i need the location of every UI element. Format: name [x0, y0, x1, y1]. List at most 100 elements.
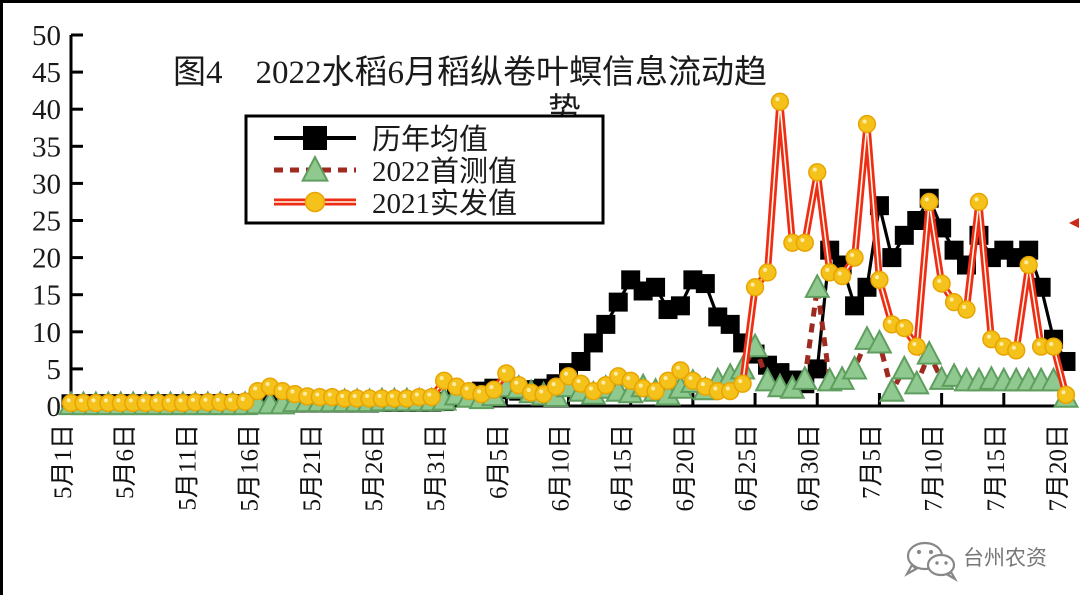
data-point-marker — [1019, 240, 1039, 260]
legend-item[interactable]: 2021实发值 — [274, 187, 517, 220]
legend-item[interactable]: 2022首测值 — [274, 154, 517, 188]
data-point-highlight — [215, 397, 220, 402]
y-tick-label: 20 — [32, 243, 61, 275]
data-point-highlight — [302, 391, 307, 396]
data-point-marker — [808, 163, 827, 182]
data-point-highlight — [663, 376, 668, 381]
data-point-highlight — [166, 398, 171, 403]
data-point-marker — [546, 377, 566, 396]
data-point-highlight — [514, 380, 519, 385]
data-point-marker — [804, 273, 831, 298]
data-point-highlight — [178, 398, 183, 403]
y-tick-label: 35 — [32, 131, 61, 163]
data-point-highlight — [576, 379, 581, 384]
data-point-highlight — [626, 376, 631, 381]
x-tick-label: 5月26日 — [361, 424, 388, 512]
data-point-highlight — [986, 334, 991, 339]
data-point-highlight — [962, 304, 967, 309]
data-point-marker — [870, 270, 889, 290]
data-point-highlight — [141, 398, 146, 403]
data-point-highlight — [837, 271, 842, 276]
data-point-marker — [944, 240, 964, 260]
data-point-highlight — [103, 398, 108, 403]
data-point-marker — [422, 387, 441, 407]
data-point-highlight — [912, 342, 917, 347]
data-point-highlight — [651, 386, 656, 391]
data-point-marker — [894, 225, 914, 245]
x-tick-label: 7月20日 — [1045, 424, 1072, 512]
data-point-marker — [646, 382, 665, 401]
data-point-highlight — [365, 393, 370, 398]
data-point-highlight — [638, 383, 643, 388]
x-tick-label: 7月5日 — [858, 424, 885, 499]
legend-item[interactable]: 历年均值 — [274, 123, 488, 156]
x-tick-label: 6月10日 — [548, 424, 575, 512]
data-point-highlight — [290, 389, 295, 394]
data-point-marker — [795, 233, 814, 252]
data-point-highlight — [887, 319, 892, 324]
data-point-highlight — [526, 388, 531, 393]
chart-canvas: 0 5 10 15 20 25 30 35 40 45 50 5月1日 5月6日 5月11日 5月16日 5… — [3, 3, 1080, 598]
data-point-highlight — [402, 393, 407, 398]
data-point-highlight — [116, 398, 121, 403]
x-tick-label: 7月10日 — [921, 424, 948, 512]
data-point-marker — [235, 392, 255, 411]
data-point-highlight — [377, 393, 382, 398]
right-edge-arrow-icon — [1069, 218, 1079, 228]
data-point-highlight — [1061, 390, 1066, 395]
data-point-marker — [1044, 337, 1063, 356]
data-point-highlight — [414, 392, 419, 397]
y-tick-label: 50 — [32, 20, 61, 52]
legend-marker — [304, 191, 326, 213]
y-tick-label: 25 — [32, 206, 61, 238]
data-point-marker — [932, 274, 951, 293]
data-point-highlight — [489, 385, 494, 390]
data-point-marker — [754, 366, 781, 392]
data-point-highlight — [974, 197, 979, 202]
data-point-marker — [745, 278, 765, 297]
data-point-marker — [857, 114, 877, 134]
data-point-highlight — [1011, 345, 1016, 350]
data-point-marker — [770, 92, 790, 111]
data-point-marker — [671, 361, 690, 380]
data-point-highlight — [613, 371, 618, 376]
data-point-marker — [895, 318, 914, 338]
data-point-highlight — [601, 380, 606, 385]
data-point-highlight — [1024, 260, 1029, 265]
data-point-highlight — [265, 382, 270, 387]
data-point-marker — [571, 351, 591, 371]
data-point-marker — [497, 364, 516, 383]
y-tick-labels: 0 5 10 15 20 25 30 35 40 45 50 — [32, 20, 61, 423]
data-point-highlight — [738, 379, 743, 384]
data-point-marker — [758, 263, 777, 282]
data-point-highlight — [352, 393, 357, 398]
data-point-marker — [969, 192, 989, 212]
data-point-marker — [646, 277, 666, 297]
x-tick-label: 5月21日 — [299, 424, 326, 512]
data-point-highlight — [725, 386, 730, 391]
data-point-highlight — [775, 97, 780, 102]
x-tick-label: 6月5日 — [485, 424, 512, 499]
data-point-highlight — [862, 119, 867, 124]
y-tick-label: 30 — [32, 168, 61, 200]
data-point-highlight — [228, 397, 233, 402]
data-point-highlight — [253, 386, 258, 391]
data-point-highlight — [688, 376, 693, 381]
watermark-text: 台州农资 — [963, 546, 1047, 570]
y-tick-label: 0 — [47, 391, 62, 423]
data-point-marker — [1007, 341, 1026, 360]
y-tick-label: 45 — [32, 57, 61, 89]
watermark: 台州农资 — [904, 541, 1047, 582]
data-point-highlight — [564, 371, 569, 376]
data-point-highlight — [999, 342, 1004, 347]
legend-label: 历年均值 — [372, 123, 488, 156]
data-point-marker — [658, 371, 678, 390]
y-tick-label: 15 — [32, 280, 61, 312]
data-point-highlight — [588, 386, 593, 391]
legend-marker — [300, 154, 330, 182]
x-tick-label: 5月16日 — [237, 424, 264, 512]
data-point-highlight — [153, 398, 158, 403]
